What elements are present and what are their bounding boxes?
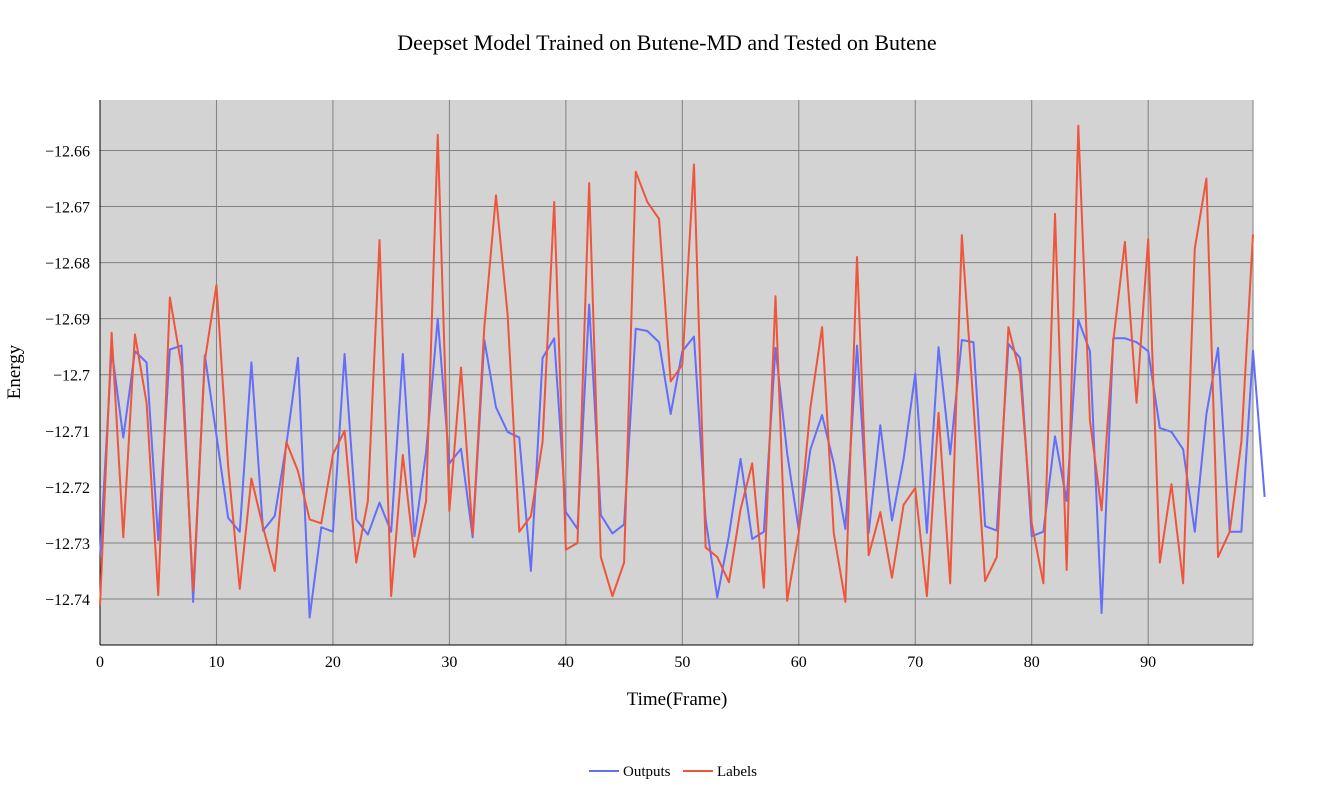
chart-title: Deepset Model Trained on Butene-MD and T… (397, 30, 936, 55)
x-tick-label: 10 (208, 654, 224, 671)
x-tick-label: 30 (441, 654, 457, 671)
x-tick-label: 80 (1024, 654, 1040, 671)
x-tick-label: 0 (96, 654, 104, 671)
y-tick-label: −12.66 (45, 143, 90, 160)
y-tick-label: −12.69 (45, 312, 90, 329)
x-tick-label: 40 (558, 654, 574, 671)
y-axis-ticks: −12.66 −12.67 −12.68 −12.69 −12.7 −12.71 −12.7… (45, 143, 90, 609)
series-line-labels (99, 124, 1254, 606)
legend-label: Labels (717, 764, 757, 780)
series-lines (99, 124, 1266, 619)
legend-item-outputs[interactable]: Outputs (589, 764, 671, 780)
legend-item-labels[interactable]: Labels (683, 764, 757, 780)
x-tick-label: 70 (907, 654, 923, 671)
y-tick-label: −12.72 (45, 480, 90, 497)
legend[interactable]: Outputs Labels (589, 764, 757, 780)
y-tick-label: −12.73 (45, 536, 90, 553)
x-tick-label: 20 (325, 654, 341, 671)
y-axis-title: Energy (4, 344, 25, 399)
y-tick-label: −12.74 (45, 592, 90, 609)
y-tick-label: −12.67 (45, 200, 90, 217)
y-tick-label: −12.7 (53, 368, 90, 385)
legend-label: Outputs (623, 764, 671, 780)
x-tick-label: 60 (791, 654, 807, 671)
y-tick-label: −12.68 (45, 256, 90, 273)
x-axis-ticks: 0 10 20 30 40 50 60 70 80 90 (96, 654, 1156, 671)
x-tick-label: 90 (1140, 654, 1156, 671)
y-tick-label: −12.71 (45, 424, 90, 441)
x-tick-label: 50 (674, 654, 690, 671)
x-axis-title: Time(Frame) (627, 689, 728, 710)
